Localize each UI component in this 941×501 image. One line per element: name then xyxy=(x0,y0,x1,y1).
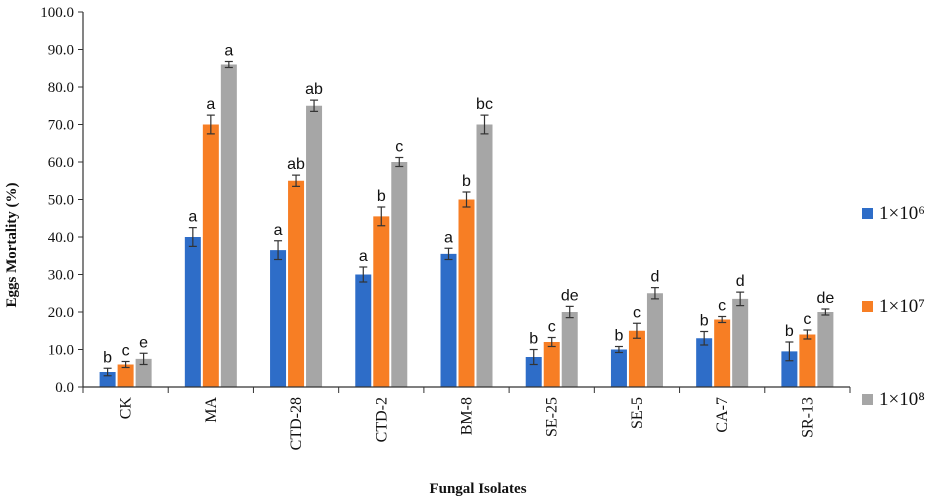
bar xyxy=(184,237,201,387)
y-axis-ticks: 0.0 10.0 20.0 30.0 40.0 50.0 60.0 70.0 80.0 90.0 1… xyxy=(40,5,83,396)
x-tick-label: SE-5 xyxy=(629,397,646,429)
legend-swatch xyxy=(862,208,873,219)
bar xyxy=(117,364,134,387)
bar xyxy=(288,180,305,387)
legend-label: 1×10⁷ xyxy=(879,296,925,317)
significance-label: c xyxy=(548,319,556,336)
significance-label: a xyxy=(444,229,453,246)
y-tick-label: 50.0 xyxy=(48,193,74,209)
significance-label: b xyxy=(377,188,386,205)
y-tick-label: 100.0 xyxy=(40,5,74,21)
bar xyxy=(610,349,627,387)
bar xyxy=(799,334,816,387)
significance-label: b xyxy=(103,349,112,366)
y-tick-label: 30.0 xyxy=(48,268,74,284)
bar xyxy=(817,312,834,387)
significance-label: a xyxy=(188,209,197,226)
bar xyxy=(135,358,152,387)
bar xyxy=(696,338,713,387)
significance-label: b xyxy=(614,328,623,345)
legend-label: 1×10⁸ xyxy=(879,389,925,410)
legend-label: 1×10⁶ xyxy=(879,203,925,224)
significance-label: c xyxy=(395,139,403,156)
y-tick-label: 0.0 xyxy=(55,380,74,396)
significance-label: c xyxy=(803,311,811,328)
significance-label: b xyxy=(700,313,709,330)
legend: 1×10⁶ 1×10⁷ 1×10⁸ xyxy=(862,203,925,410)
significance-label: c xyxy=(122,343,130,360)
y-tick-label: 10.0 xyxy=(48,343,74,359)
bar xyxy=(458,199,475,387)
bars-layer xyxy=(99,64,834,387)
bar xyxy=(220,64,237,387)
significance-label: a xyxy=(359,248,368,265)
bar xyxy=(646,293,663,387)
bar xyxy=(270,250,287,387)
bar xyxy=(561,312,578,387)
x-axis-title: Fungal Isolates xyxy=(429,481,526,497)
x-tick-label: CTD-2 xyxy=(373,397,390,442)
x-tick-label: CA-7 xyxy=(714,397,731,433)
x-tick-label: SR-13 xyxy=(799,397,816,438)
significance-label: de xyxy=(561,287,579,304)
y-tick-label: 90.0 xyxy=(48,43,74,59)
y-tick-label: 70.0 xyxy=(48,118,74,134)
y-tick-label: 60.0 xyxy=(48,155,74,171)
bar xyxy=(391,162,408,387)
significance-label: ab xyxy=(305,81,323,98)
significance-label: e xyxy=(139,334,148,351)
significance-label: bc xyxy=(476,96,493,113)
significance-label: c xyxy=(718,298,726,315)
significance-label: d xyxy=(736,273,745,290)
y-tick-label: 80.0 xyxy=(48,80,74,96)
significance-label: b xyxy=(462,173,471,190)
legend-swatch xyxy=(862,394,873,405)
significance-label: b xyxy=(529,331,538,348)
bar xyxy=(440,253,457,387)
y-axis-title: Eggs Mortality (%) xyxy=(4,183,20,308)
bar xyxy=(476,124,493,387)
significance-label: c xyxy=(633,304,641,321)
y-tick-label: 20.0 xyxy=(48,305,74,321)
significance-label: ab xyxy=(287,156,305,173)
bar xyxy=(543,342,560,387)
x-tick-label: BM-8 xyxy=(459,397,476,435)
bar xyxy=(355,274,372,387)
bar xyxy=(628,330,645,387)
bar xyxy=(306,105,323,387)
bar xyxy=(732,298,749,387)
bar xyxy=(373,216,390,387)
significance-label: a xyxy=(224,43,233,60)
significance-label: a xyxy=(206,96,215,113)
legend-swatch xyxy=(862,301,873,312)
x-tick-label: CTD-28 xyxy=(288,397,305,450)
significance-label: de xyxy=(816,290,834,307)
x-tick-label: CK xyxy=(118,397,135,420)
significance-label: d xyxy=(650,269,659,286)
error-bars-layer xyxy=(103,60,830,377)
x-axis-ticks: CK MA CTD-28 CTD-2 BM-8 SE-25 SE-5 CA-7 SR-13 xyxy=(82,387,851,450)
x-tick-label: MA xyxy=(203,397,220,423)
bar xyxy=(202,124,219,387)
y-tick-label: 40.0 xyxy=(48,230,74,246)
significance-label: a xyxy=(274,222,283,239)
bar xyxy=(714,319,731,387)
significance-label: b xyxy=(785,323,794,340)
x-tick-label: SE-25 xyxy=(544,397,561,437)
